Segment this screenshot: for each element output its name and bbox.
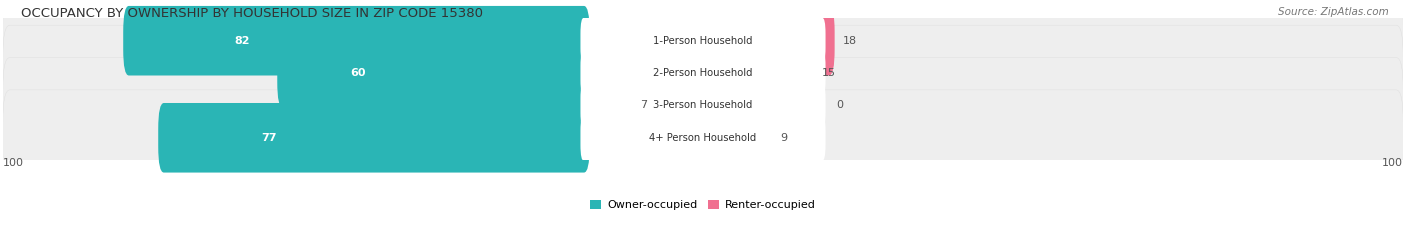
Text: 7: 7 bbox=[640, 100, 647, 110]
FancyBboxPatch shape bbox=[3, 0, 1403, 89]
Text: 82: 82 bbox=[235, 36, 250, 46]
Text: 1-Person Household: 1-Person Household bbox=[654, 36, 752, 46]
FancyBboxPatch shape bbox=[817, 6, 835, 75]
Text: 18: 18 bbox=[844, 36, 858, 46]
FancyBboxPatch shape bbox=[581, 50, 825, 96]
FancyBboxPatch shape bbox=[581, 114, 825, 161]
FancyBboxPatch shape bbox=[277, 38, 589, 108]
Text: 0: 0 bbox=[837, 100, 844, 110]
Text: OCCUPANCY BY OWNERSHIP BY HOUSEHOLD SIZE IN ZIP CODE 15380: OCCUPANCY BY OWNERSHIP BY HOUSEHOLD SIZE… bbox=[21, 7, 484, 20]
Legend: Owner-occupied, Renter-occupied: Owner-occupied, Renter-occupied bbox=[586, 195, 820, 215]
Text: 100: 100 bbox=[1382, 158, 1403, 168]
FancyBboxPatch shape bbox=[3, 25, 1403, 121]
Text: 60: 60 bbox=[350, 68, 366, 78]
Text: 77: 77 bbox=[262, 133, 277, 143]
Text: 15: 15 bbox=[823, 68, 837, 78]
Text: Source: ZipAtlas.com: Source: ZipAtlas.com bbox=[1278, 7, 1389, 17]
FancyBboxPatch shape bbox=[581, 17, 825, 64]
Text: 4+ Person Household: 4+ Person Household bbox=[650, 133, 756, 143]
Text: 9: 9 bbox=[780, 133, 787, 143]
FancyBboxPatch shape bbox=[159, 103, 589, 173]
FancyBboxPatch shape bbox=[124, 6, 589, 75]
Text: 2-Person Household: 2-Person Household bbox=[654, 68, 752, 78]
Text: 100: 100 bbox=[3, 158, 24, 168]
FancyBboxPatch shape bbox=[581, 82, 825, 129]
FancyBboxPatch shape bbox=[3, 58, 1403, 153]
Text: 3-Person Household: 3-Person Household bbox=[654, 100, 752, 110]
FancyBboxPatch shape bbox=[3, 90, 1403, 186]
